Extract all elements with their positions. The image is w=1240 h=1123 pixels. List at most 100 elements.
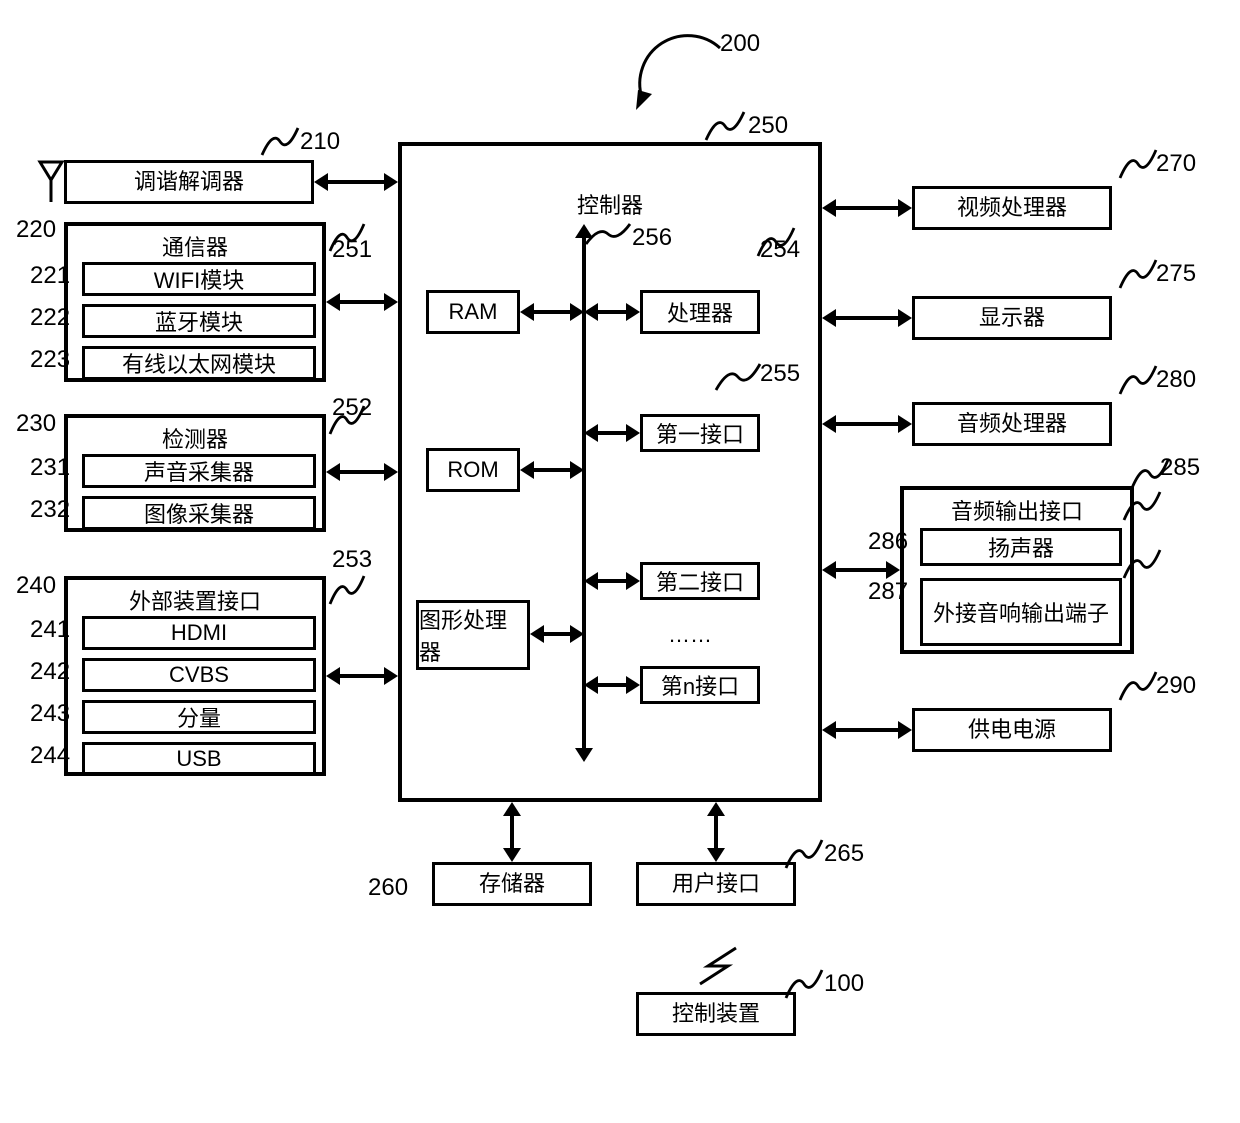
arrowhead-up-icon xyxy=(575,224,593,238)
arrowhead-right-icon xyxy=(626,303,640,321)
antenna-icon xyxy=(36,158,66,204)
container-240: 外部装置接口HDMICVBS分量USB xyxy=(64,576,326,776)
ref-254: 254 xyxy=(760,236,800,264)
sub-232: 图像采集器 xyxy=(82,496,316,530)
arrowhead-left-icon xyxy=(326,667,340,685)
arrowhead-right-icon xyxy=(898,721,912,739)
ref-256: 256 xyxy=(632,224,672,252)
arrowhead-right-icon xyxy=(898,199,912,217)
sub-286: 扬声器 xyxy=(920,528,1122,566)
ref-250: 250 xyxy=(748,112,788,140)
ref-221: 221 xyxy=(30,262,70,290)
arrowhead-right-icon xyxy=(384,667,398,685)
arrowhead-left-icon xyxy=(326,293,340,311)
ref-270: 270 xyxy=(1156,150,1196,178)
ref-290: 290 xyxy=(1156,672,1196,700)
ref-230: 230 xyxy=(16,410,56,438)
ref-242: 242 xyxy=(30,658,70,686)
arrowhead-left-icon xyxy=(822,415,836,433)
ref-222: 222 xyxy=(30,304,70,332)
arrowhead-right-icon xyxy=(886,561,900,579)
arrowhead-left-icon xyxy=(822,561,836,579)
sub-241: HDMI xyxy=(82,616,316,650)
ref-287: 287 xyxy=(868,578,908,606)
ref-253: 253 xyxy=(332,546,372,574)
arrowhead-left-icon xyxy=(326,463,340,481)
ref-243: 243 xyxy=(30,700,70,728)
ref-210: 210 xyxy=(300,128,340,156)
wireless-icon xyxy=(688,946,748,986)
arrowhead-left-icon xyxy=(520,461,534,479)
sub-222: 蓝牙模块 xyxy=(82,304,316,338)
arrowhead-right-icon xyxy=(570,303,584,321)
sub-231: 声音采集器 xyxy=(82,454,316,488)
container-220: 通信器WIFI模块蓝牙模块有线以太网模块 xyxy=(64,222,326,382)
arrowhead-right-icon xyxy=(570,461,584,479)
arrowhead-left-icon xyxy=(584,303,598,321)
ref-286: 286 xyxy=(868,528,908,556)
ref-241: 241 xyxy=(30,616,70,644)
container-285: 音频输出接口扬声器外接音响输出端子 xyxy=(900,486,1134,654)
ctrl-处理器: 处理器 xyxy=(640,290,760,334)
ref-100: 100 xyxy=(824,970,864,998)
arrowhead-down-icon xyxy=(575,748,593,762)
ctrl-第n接口: 第n接口 xyxy=(640,666,760,704)
arrowhead-down-icon xyxy=(707,848,725,862)
arrowhead-down-icon xyxy=(503,848,521,862)
arrowhead-right-icon xyxy=(384,173,398,191)
ref-260: 260 xyxy=(368,874,408,902)
arrowhead-left-icon xyxy=(822,721,836,739)
arrowhead-right-icon xyxy=(626,676,640,694)
arrowhead-left-icon xyxy=(314,173,328,191)
arrowhead-left-icon xyxy=(584,424,598,442)
arrowhead-right-icon xyxy=(898,415,912,433)
sub-221: WIFI模块 xyxy=(82,262,316,296)
arrowhead-left-icon xyxy=(520,303,534,321)
block-100: 控制装置 xyxy=(636,992,796,1036)
block-290: 供电电源 xyxy=(912,708,1112,752)
ctrl-RAM: RAM xyxy=(426,290,520,334)
arrowhead-up-icon xyxy=(503,802,521,816)
arrowhead-left-icon xyxy=(822,309,836,327)
sub-287: 外接音响输出端子 xyxy=(920,578,1122,646)
arrowhead-left-icon xyxy=(822,199,836,217)
arrowhead-right-icon xyxy=(898,309,912,327)
arrowhead-right-icon xyxy=(626,572,640,590)
sub-242: CVBS xyxy=(82,658,316,692)
ref-275: 275 xyxy=(1156,260,1196,288)
ctrl-ROM: ROM xyxy=(426,448,520,492)
arrowhead-left-icon xyxy=(584,572,598,590)
sub-243: 分量 xyxy=(82,700,316,734)
ctrl-第一接口: 第一接口 xyxy=(640,414,760,452)
arrowhead-up-icon xyxy=(707,802,725,816)
ref-223: 223 xyxy=(30,346,70,374)
ref-252: 252 xyxy=(332,394,372,422)
arrowhead-right-icon xyxy=(570,625,584,643)
arrowhead-left-icon xyxy=(584,676,598,694)
block-275: 显示器 xyxy=(912,296,1112,340)
block-270: 视频处理器 xyxy=(912,186,1112,230)
block-260: 存储器 xyxy=(432,862,592,906)
sub-244: USB xyxy=(82,742,316,776)
ref-285: 285 xyxy=(1160,454,1200,482)
ctrl-第二接口: 第二接口 xyxy=(640,562,760,600)
block-210: 调谐解调器 xyxy=(64,160,314,204)
ref-244: 244 xyxy=(30,742,70,770)
block-280: 音频处理器 xyxy=(912,402,1112,446)
ref-265: 265 xyxy=(824,840,864,868)
sub-223: 有线以太网模块 xyxy=(82,346,316,380)
ctrl-图形处理器: 图形处理器 xyxy=(416,600,530,670)
ref-240: 240 xyxy=(16,572,56,600)
arrowhead-right-icon xyxy=(384,463,398,481)
diagram-canvas: 200调谐解调器210通信器WIFI模块蓝牙模块有线以太网模块221222223… xyxy=(0,0,1240,1118)
container-230: 检测器声音采集器图像采集器 xyxy=(64,414,326,532)
arrowhead-right-icon xyxy=(384,293,398,311)
block-265: 用户接口 xyxy=(636,862,796,906)
pointer-arrow-icon xyxy=(0,0,1240,120)
arrowhead-left-icon xyxy=(530,625,544,643)
ref-231: 231 xyxy=(30,454,70,482)
ellipsis: …… xyxy=(668,622,712,648)
ref-220: 220 xyxy=(16,216,56,244)
ref-280: 280 xyxy=(1156,366,1196,394)
arrowhead-right-icon xyxy=(626,424,640,442)
